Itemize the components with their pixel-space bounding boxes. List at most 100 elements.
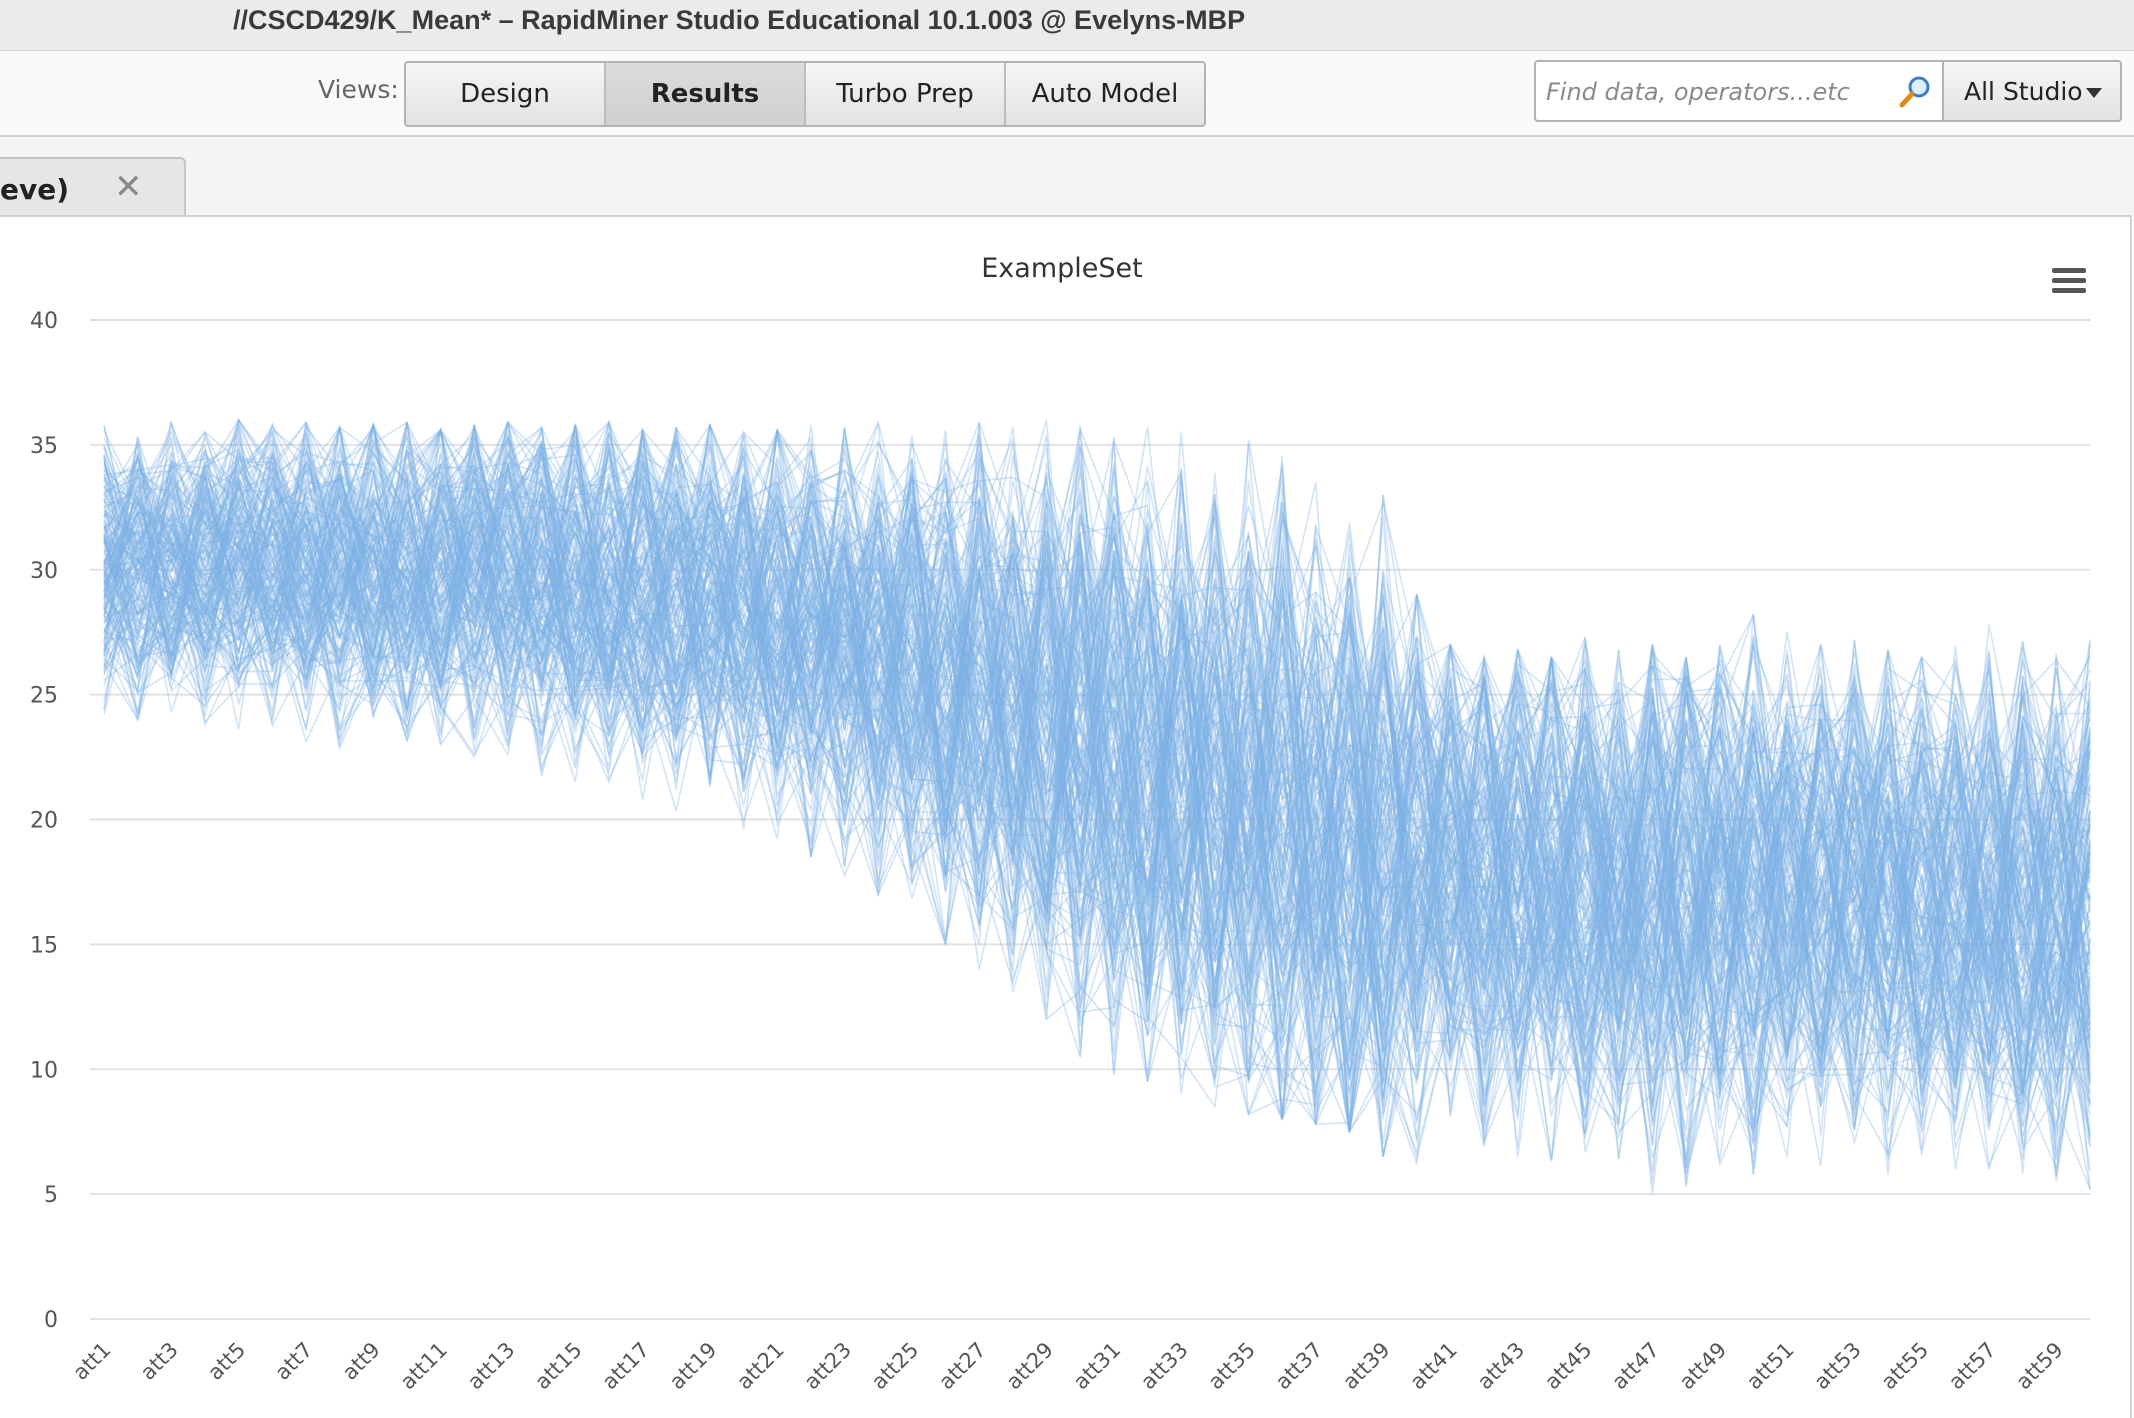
series-line (103, 467, 2091, 1184)
series-line (103, 440, 2091, 1053)
view-switcher: Design Results Turbo Prep Auto Model (404, 61, 1206, 127)
series-line (103, 420, 2091, 1049)
series-line (103, 425, 2091, 1087)
y-tick-label: 35 (30, 434, 58, 459)
series-line (103, 512, 2091, 1157)
result-tab-label: eve) (0, 173, 70, 206)
auto-model-view-button[interactable]: Auto Model (1031, 79, 1179, 109)
series-line (103, 423, 2091, 1049)
series-line (103, 418, 2091, 1060)
series-line (103, 450, 2091, 1136)
series-line (103, 478, 2091, 1157)
x-tick-label: att19 (665, 1338, 722, 1395)
series-line (103, 418, 2091, 1093)
series-line (103, 449, 2091, 1129)
series-line (103, 469, 2091, 1170)
series-line (103, 422, 2091, 1099)
magnifier-icon[interactable] (1896, 73, 1934, 111)
series-line (103, 425, 2091, 1012)
series-line (103, 444, 2091, 1080)
series-line (103, 485, 2091, 1156)
series-line (103, 489, 2091, 1082)
series-line (103, 469, 2091, 1168)
series-line (103, 426, 2091, 1083)
result-tab[interactable]: eve) ✕ (0, 157, 186, 216)
series-line (103, 420, 2091, 1057)
series-line (103, 513, 2091, 1174)
views-label: Views: (318, 75, 399, 104)
design-view-button[interactable]: Design (406, 63, 606, 125)
series-line (103, 422, 2091, 1037)
y-tick-label: 10 (30, 1058, 58, 1083)
series-line (103, 443, 2091, 1102)
series-line (103, 473, 2091, 1134)
series-line (103, 453, 2091, 1131)
x-tick-label: att21 (732, 1338, 789, 1395)
series-line (103, 475, 2091, 1126)
series-line (103, 422, 2091, 1083)
search-scope-dropdown[interactable]: All Studio (1942, 60, 2122, 122)
series-line (103, 427, 2091, 1111)
y-tick-label: 15 (30, 933, 58, 958)
series-line (103, 471, 2091, 1134)
x-tick-label: att3 (136, 1338, 183, 1385)
series-line (103, 485, 2091, 1175)
series-line (103, 418, 2091, 1024)
series-line (103, 450, 2091, 1160)
series-line (103, 424, 2091, 1091)
series-line (103, 485, 2091, 1182)
series-line (103, 424, 2091, 1068)
y-tick-label: 25 (30, 684, 58, 709)
x-tick-label: att43 (1473, 1338, 1530, 1395)
y-tick-label: 20 (30, 809, 58, 834)
series-line (103, 496, 2091, 1175)
series-line (103, 463, 2091, 1175)
series-line (103, 467, 2091, 1056)
series-line (103, 456, 2091, 993)
series-line (103, 429, 2091, 1049)
series-line (103, 424, 2091, 1089)
series-line (103, 438, 2091, 1107)
series-line (103, 432, 2091, 1139)
series-line (103, 487, 2091, 1075)
series-line (103, 419, 2091, 1049)
series-line (103, 463, 2091, 1172)
series-line (103, 426, 2091, 1016)
x-tick-label: att45 (1540, 1338, 1597, 1395)
result-tab-strip: eve) ✕ (0, 137, 2134, 216)
series-line (103, 423, 2091, 1058)
series-line (103, 477, 2091, 1195)
series-line (103, 487, 2091, 1173)
series-line (103, 459, 2091, 1159)
series-line (103, 476, 2091, 1090)
series-line (103, 424, 2091, 1051)
series-line (103, 496, 2091, 1155)
series-line (103, 426, 2091, 1087)
series-line (103, 427, 2091, 1026)
series-line (103, 444, 2091, 999)
series-line (103, 477, 2091, 1157)
series-line (103, 421, 2091, 1040)
series-line (103, 424, 2090, 1052)
series-line (103, 521, 2091, 1065)
series-line (103, 424, 2091, 1084)
series-line (103, 470, 2091, 1065)
series-line (103, 437, 2091, 1062)
series-line (103, 460, 2091, 1124)
search-input[interactable] (1544, 72, 1888, 112)
series-line (103, 508, 2091, 1152)
series-line (103, 426, 2091, 1078)
series-line (103, 422, 2091, 1096)
hamburger-menu-icon[interactable] (2052, 264, 2086, 298)
results-view-button[interactable]: Results (606, 63, 806, 125)
series-line (103, 445, 2091, 1141)
series-line (103, 437, 2091, 1118)
series-line (103, 426, 2091, 1097)
search-scope-label: All Studio (1964, 76, 2083, 106)
close-icon[interactable]: ✕ (114, 167, 143, 207)
series-line (103, 499, 2091, 1150)
turbo-prep-view-button[interactable]: Turbo Prep (806, 63, 1006, 125)
series-line (103, 420, 2091, 1054)
x-tick-label: att57 (1944, 1338, 2001, 1395)
